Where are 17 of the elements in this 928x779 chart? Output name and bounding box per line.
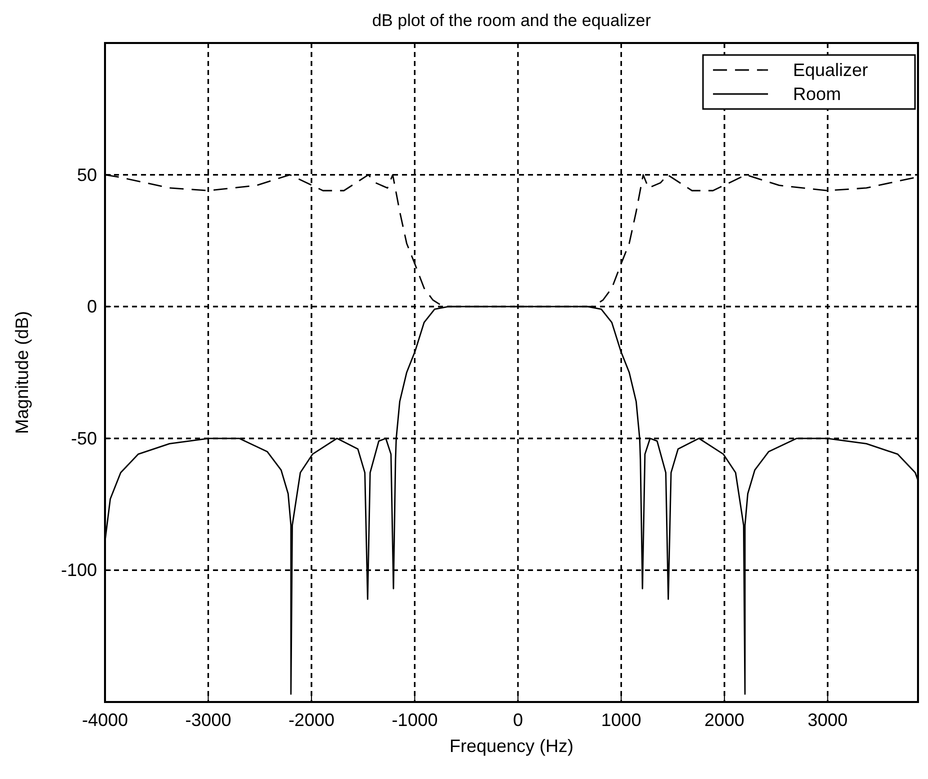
y-tick-label: -100: [60, 560, 97, 580]
y-tick-label: 0: [86, 296, 97, 317]
legend-label: Room: [793, 84, 842, 104]
legend-label: Equalizer: [793, 60, 868, 80]
x-tick-label: -1000: [392, 710, 438, 730]
y-tick-label: -50: [70, 428, 97, 448]
x-tick-label: 1000: [601, 710, 642, 730]
x-tick-label: -3000: [185, 710, 232, 730]
x-tick-label: -2000: [288, 710, 334, 730]
y-tick-label: 50: [76, 164, 97, 185]
x-tick-label: 0: [512, 710, 523, 730]
y-axis-title: Magnitude (dB): [12, 310, 32, 434]
x-axis-title: Frequency (Hz): [449, 736, 574, 756]
x-tick-label: 2000: [704, 710, 744, 730]
x-tick-label: 3000: [808, 710, 848, 730]
x-tick-label: -4000: [82, 710, 128, 730]
chart-title: dB plot of the room and the equalizer: [372, 11, 652, 30]
